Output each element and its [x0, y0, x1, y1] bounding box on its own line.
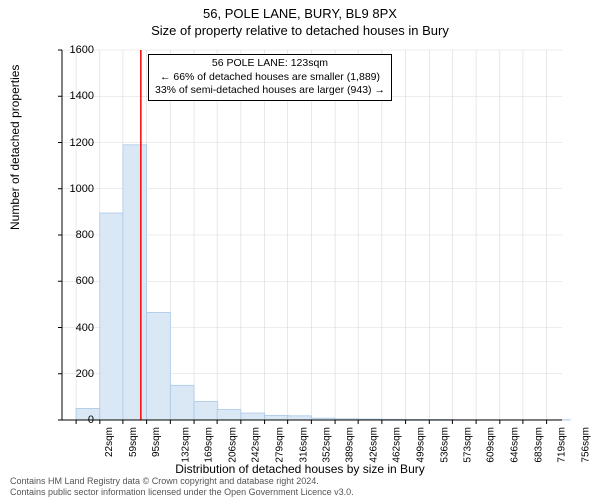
x-tick-label: 279sqm — [274, 427, 285, 463]
x-tick-label: 352sqm — [321, 427, 332, 463]
x-tick-label: 242sqm — [251, 427, 262, 463]
y-tick-label: 200 — [76, 368, 94, 380]
annotation-box: 56 POLE LANE: 123sqm ← 66% of detached h… — [148, 54, 392, 101]
footer-attribution: Contains HM Land Registry data © Crown c… — [10, 476, 354, 498]
y-tick-label: 1000 — [70, 183, 94, 195]
y-tick-label: 1200 — [70, 137, 94, 149]
y-axis-label: Number of detached properties — [8, 65, 22, 230]
x-axis-label: Distribution of detached houses by size … — [0, 462, 600, 476]
y-tick-label: 0 — [88, 414, 94, 426]
x-tick-label: 389sqm — [345, 427, 356, 463]
x-tick-label: 59sqm — [128, 427, 139, 457]
x-tick-label: 756sqm — [580, 427, 591, 463]
chart-title-sub: Size of property relative to detached ho… — [0, 21, 600, 38]
chart-area: 56 POLE LANE: 123sqm ← 66% of detached h… — [62, 50, 562, 420]
x-tick-label: 95sqm — [151, 427, 162, 457]
x-tick-label: 646sqm — [510, 427, 521, 463]
annotation-line1: 56 POLE LANE: 123sqm — [155, 57, 385, 71]
y-tick-label: 800 — [76, 229, 94, 241]
x-tick-label: 683sqm — [533, 427, 544, 463]
x-tick-label: 132sqm — [180, 427, 191, 463]
x-tick-label: 316sqm — [298, 427, 309, 463]
annotation-line3: 33% of semi-detached houses are larger (… — [155, 84, 385, 98]
annotation-line2: ← 66% of detached houses are smaller (1,… — [155, 71, 385, 85]
x-tick-label: 462sqm — [392, 427, 403, 463]
x-tick-label: 573sqm — [463, 427, 474, 463]
y-tick-label: 600 — [76, 275, 94, 287]
y-tick-label: 400 — [76, 322, 94, 334]
y-tick-label: 1600 — [70, 44, 94, 56]
x-tick-label: 719sqm — [556, 427, 567, 463]
footer-line1: Contains HM Land Registry data © Crown c… — [10, 476, 354, 487]
x-tick-label: 499sqm — [415, 427, 426, 463]
x-tick-label: 536sqm — [439, 427, 450, 463]
chart-container: { "title_main": "56, POLE LANE, BURY, BL… — [0, 0, 600, 500]
footer-line2: Contains public sector information licen… — [10, 487, 354, 498]
histogram-plot — [62, 50, 562, 420]
x-tick-label: 206sqm — [228, 427, 239, 463]
y-tick-label: 1400 — [70, 90, 94, 102]
x-tick-label: 169sqm — [204, 427, 215, 463]
chart-title-main: 56, POLE LANE, BURY, BL9 8PX — [0, 0, 600, 21]
x-tick-label: 609sqm — [486, 427, 497, 463]
x-tick-label: 22sqm — [104, 427, 115, 457]
x-tick-label: 426sqm — [369, 427, 380, 463]
